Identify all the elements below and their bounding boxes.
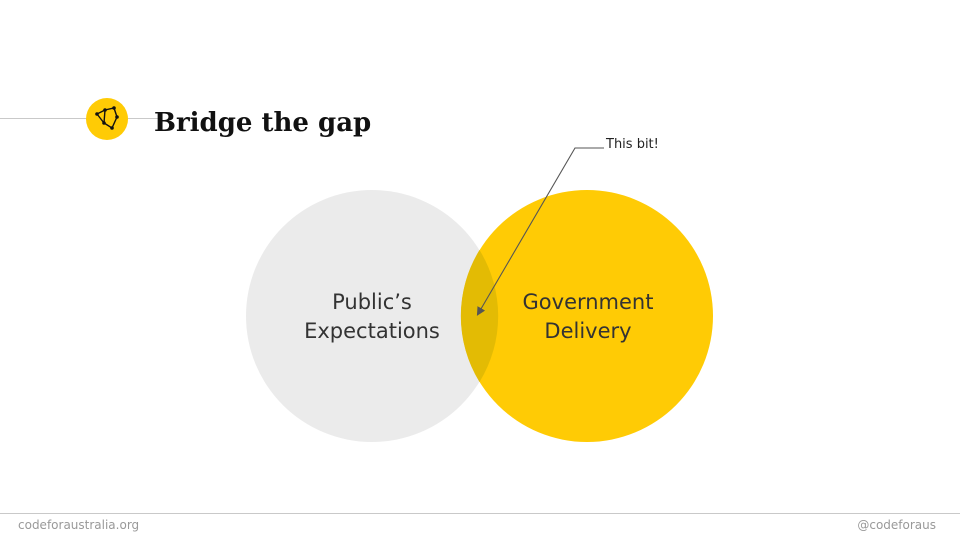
overlap-region: [460, 250, 499, 382]
footer-handle[interactable]: @codeforaus: [857, 518, 936, 532]
public-expectations-circle: [246, 190, 498, 442]
header-rule: [0, 118, 158, 119]
public-expectations-label: Public’s Expectations: [272, 288, 472, 346]
callout-label: This bit!: [606, 137, 659, 152]
footer-website[interactable]: codeforaustralia.org: [18, 518, 140, 532]
callout-arrow: [476, 147, 604, 316]
constellation-icon: [95, 106, 119, 130]
footer-rule: [0, 513, 960, 514]
logo: [86, 98, 128, 140]
government-label-line2: Delivery: [544, 319, 632, 343]
government-label-line1: Government: [522, 290, 654, 314]
public-label-line2: Expectations: [304, 319, 440, 343]
public-label-line1: Public’s: [332, 290, 412, 314]
government-delivery-circle: [461, 190, 713, 442]
slide-title: Bridge the gap: [154, 108, 372, 138]
government-delivery-label: Government Delivery: [488, 288, 688, 346]
